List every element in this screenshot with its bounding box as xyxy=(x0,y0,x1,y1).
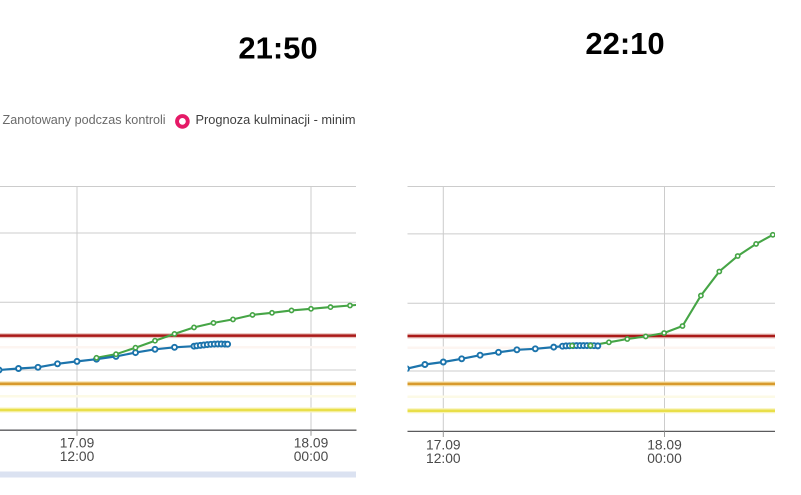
svg-text:12:00: 12:00 xyxy=(426,451,461,466)
svg-text:17.09: 17.09 xyxy=(426,437,461,452)
svg-text:18.09: 18.09 xyxy=(647,437,682,452)
svg-text:18.09: 18.09 xyxy=(294,435,329,450)
svg-text:22:10: 22:10 xyxy=(585,26,664,61)
svg-text:21:50: 21:50 xyxy=(238,31,317,66)
svg-text:Prognoza kulminacji - minimum: Prognoza kulminacji - minimum xyxy=(196,112,374,127)
svg-text:00:00: 00:00 xyxy=(647,451,682,466)
svg-text:12:00: 12:00 xyxy=(60,449,95,464)
svg-text:Zanotowany podczas kontroli: Zanotowany podczas kontroli xyxy=(3,113,166,127)
svg-text:00:00: 00:00 xyxy=(294,449,329,464)
svg-text:17.09: 17.09 xyxy=(60,435,95,450)
